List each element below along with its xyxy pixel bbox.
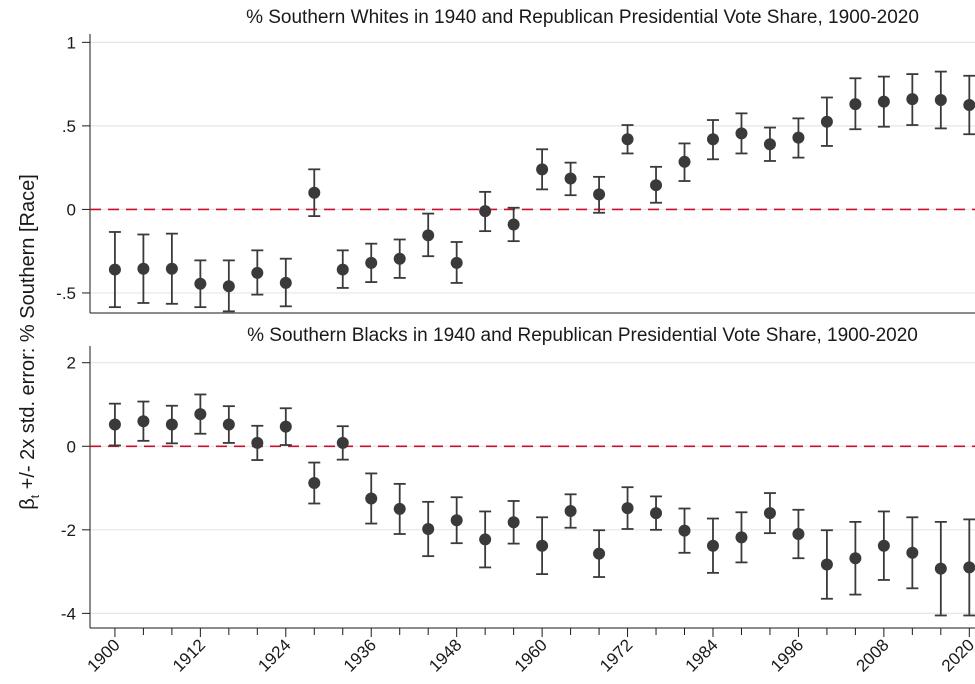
data-point: [336, 263, 349, 276]
x-tick-label: 1960: [511, 635, 551, 675]
panel-southern-blacks: % Southern Blacks in 1940 and Republican…: [61, 325, 975, 629]
data-point: [137, 262, 150, 275]
data-point: [422, 522, 435, 535]
x-tick-label: 2020: [938, 635, 975, 675]
x-tick-label: 1912: [169, 635, 209, 675]
y-axis-label-subscript: t: [28, 494, 42, 498]
data-point: [479, 205, 492, 218]
data-point: [450, 514, 463, 527]
data-point: [165, 262, 178, 275]
data-point: [792, 131, 805, 144]
data-point: [450, 256, 463, 269]
data-point: [222, 418, 235, 431]
x-tick-label: 1984: [682, 635, 722, 675]
data-point: [963, 561, 975, 574]
data-point: [137, 415, 150, 428]
data-point: [735, 127, 748, 140]
data-point: [621, 502, 634, 515]
y-tick-label: -2: [61, 521, 76, 540]
data-point: [906, 93, 919, 106]
data-point: [820, 115, 833, 128]
data-point: [564, 505, 577, 518]
data-point: [820, 558, 833, 571]
x-axis: 1900 1912 1924 1936 1948 1960 1972 1984 1996 2008…: [84, 628, 975, 676]
data-point: [365, 492, 378, 505]
data-point: [365, 256, 378, 269]
data-point: [536, 163, 549, 176]
y-tick-label: .5: [62, 117, 76, 136]
data-point: [963, 99, 975, 112]
data-point: [650, 179, 663, 192]
y-axis-label-beta: β: [17, 498, 39, 510]
y-tick-label: -.5: [56, 284, 76, 303]
data-point: [222, 280, 235, 293]
data-point: [763, 507, 776, 520]
data-point: [507, 516, 520, 529]
data-point: [877, 539, 890, 552]
panel-southern-whites: % Southern Whites in 1940 and Republican…: [56, 7, 975, 314]
y-tick-label: 2: [67, 354, 76, 373]
y-tick-label: 1: [67, 33, 76, 52]
y-axis-label: βt +/- 2x std. error: % Southern [Race]: [17, 174, 42, 510]
data-point: [706, 133, 719, 146]
data-point: [593, 188, 606, 201]
data-point: [194, 408, 207, 421]
x-tick-label: 1924: [254, 635, 294, 675]
data-point: [849, 552, 862, 565]
data-point: [593, 547, 606, 560]
data-point: [308, 477, 321, 490]
data-point: [108, 263, 121, 276]
data-point: [165, 418, 178, 431]
data-point: [336, 436, 349, 449]
data-point: [194, 277, 207, 290]
panel-title: % Southern Blacks in 1940 and Republican…: [247, 325, 918, 346]
data-point: [479, 533, 492, 546]
data-point: [308, 186, 321, 199]
data-point: [422, 229, 435, 242]
y-tick-label: 0: [67, 437, 76, 456]
data-point: [678, 155, 691, 168]
data-point: [621, 133, 634, 146]
x-tick-label: 1948: [425, 635, 465, 675]
data-point: [706, 539, 719, 552]
data-point: [108, 418, 121, 431]
x-tick-label: 1900: [84, 635, 124, 675]
panel-title: % Southern Whites in 1940 and Republican…: [246, 7, 919, 28]
data-point: [279, 276, 292, 289]
y-tick-label: 0: [67, 200, 76, 219]
x-tick-label: 1996: [767, 635, 807, 675]
x-tick-label: 1972: [596, 635, 636, 675]
data-point: [393, 252, 406, 265]
data-point: [678, 524, 691, 537]
y-tick-label: -4: [61, 604, 76, 623]
data-point: [877, 95, 890, 108]
data-point: [792, 528, 805, 540]
data-point: [564, 172, 577, 185]
data-point: [251, 436, 264, 449]
data-point: [906, 546, 919, 559]
data-point: [536, 539, 549, 552]
y-axis-label-text: +/- 2x std. error: % Southern [Race]: [17, 174, 39, 495]
data-point: [934, 93, 947, 106]
data-point: [393, 502, 406, 515]
data-point: [650, 507, 663, 520]
data-point: [934, 562, 947, 575]
data-point: [251, 266, 264, 279]
data-point: [849, 98, 862, 111]
data-point: [763, 138, 776, 151]
x-tick-label: 1936: [340, 635, 380, 675]
data-point: [735, 531, 748, 544]
x-tick-label: 2008: [853, 635, 893, 675]
data-point: [507, 218, 520, 231]
data-point: [279, 420, 292, 433]
